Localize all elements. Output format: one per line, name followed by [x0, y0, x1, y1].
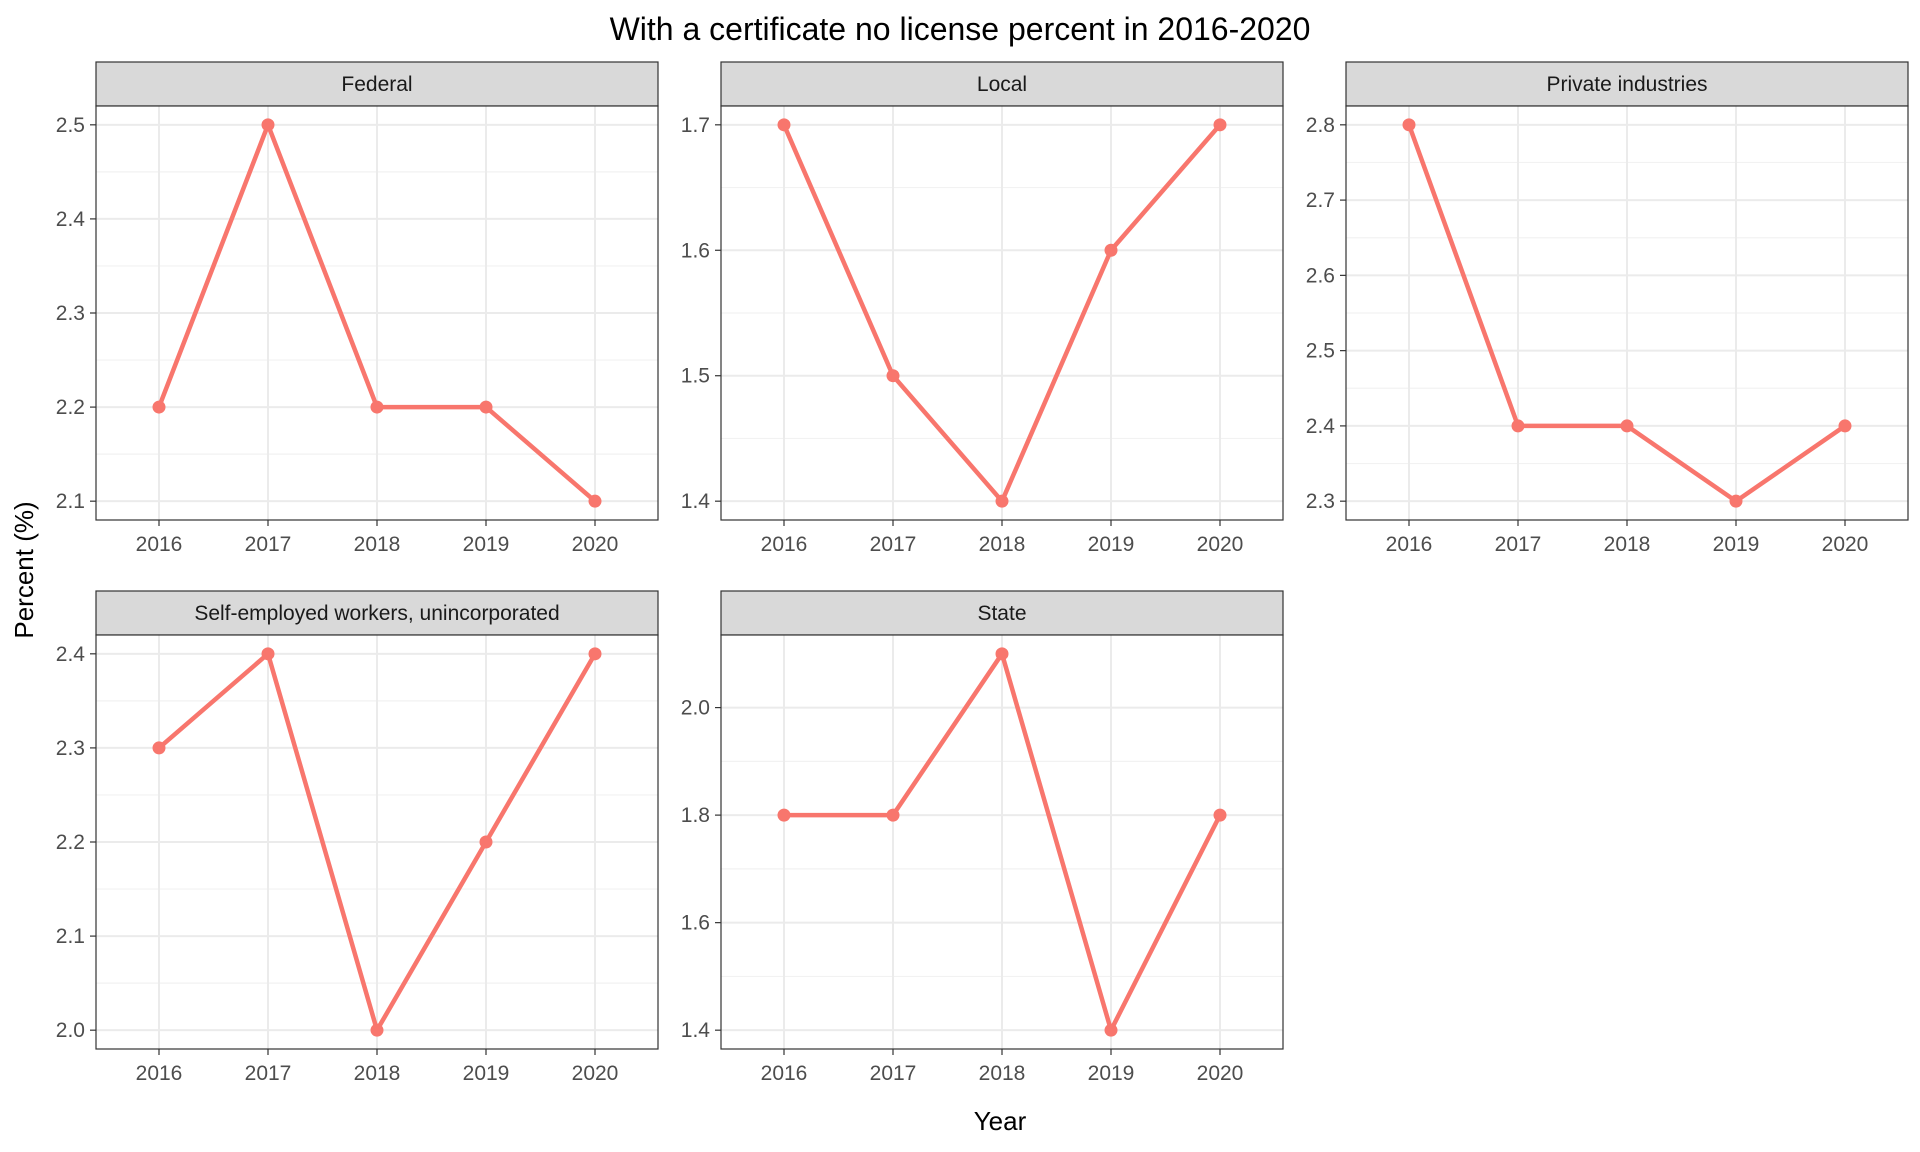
y-tick-label: 2.0 [56, 1019, 85, 1042]
x-tick-label: 2017 [870, 1062, 917, 1085]
x-tick-label: 2020 [572, 1062, 619, 1085]
x-tick-label: 2020 [1197, 1062, 1244, 1085]
data-point [370, 400, 384, 414]
y-tick-label: 2.1 [56, 925, 85, 948]
data-point [1620, 419, 1634, 433]
x-tick-label: 2018 [1604, 533, 1651, 556]
y-tick-label: 2.4 [56, 643, 86, 666]
strip-label: State [977, 602, 1026, 625]
chart-title: With a certificate no license percent in… [610, 11, 1311, 47]
y-tick-label: 1.8 [681, 804, 710, 827]
panel-federal: Federal 2.1 2.2 2.3 2.4 2.5 2016 2017 2018 2019 20… [56, 61, 659, 556]
y-tick-label: 1.6 [681, 912, 710, 935]
data-point [152, 741, 166, 755]
x-tick-label: 2018 [354, 533, 401, 556]
y-tick-label: 1.6 [681, 239, 710, 262]
data-point [886, 369, 900, 383]
y-tick-label: 2.5 [56, 114, 85, 137]
y-tick-label: 1.5 [681, 365, 710, 388]
y-tick-label: 2.4 [56, 208, 86, 231]
strip-background [95, 61, 659, 107]
data-point [1104, 1023, 1118, 1037]
data-point [152, 400, 166, 414]
x-tick-label: 2016 [136, 533, 183, 556]
strip-label: Local [977, 73, 1027, 96]
panel-state: State 1.4 1.6 1.8 2.0 2016 2017 2018 2019 2020 [681, 590, 1284, 1085]
x-tick-label: 2016 [761, 533, 808, 556]
y-tick-label: 2.3 [1306, 490, 1335, 513]
y-tick-label: 2.1 [56, 490, 85, 513]
x-tick-label: 2020 [572, 533, 619, 556]
data-point [995, 647, 1009, 661]
x-tick-label: 2019 [463, 1062, 510, 1085]
x-tick-label: 2016 [1386, 533, 1433, 556]
data-point [370, 1023, 384, 1037]
y-tick-label: 2.2 [56, 831, 85, 854]
x-tick-label: 2016 [136, 1062, 183, 1085]
x-tick-label: 2018 [979, 533, 1026, 556]
data-point [588, 494, 602, 508]
y-tick-label: 2.8 [1306, 114, 1335, 137]
x-tick-label: 2017 [245, 1062, 292, 1085]
strip-background [720, 590, 1284, 636]
x-tick-label: 2019 [1713, 533, 1760, 556]
x-tick-label: 2020 [1822, 533, 1869, 556]
y-tick-label: 2.6 [1306, 264, 1335, 287]
x-tick-label: 2017 [870, 533, 917, 556]
y-tick-label: 1.7 [681, 114, 710, 137]
panel-private-industries: Private industries 2.3 2.4 2.5 2.6 2.7 2.8 2016… [1306, 61, 1909, 556]
y-tick-label: 2.3 [56, 302, 85, 325]
data-point [886, 808, 900, 822]
y-tick-label: 2.5 [1306, 340, 1335, 363]
data-point [479, 400, 493, 414]
data-point [777, 118, 791, 132]
data-point [777, 808, 791, 822]
x-tick-label: 2019 [1088, 1062, 1135, 1085]
x-tick-label: 2018 [979, 1062, 1026, 1085]
strip-label: Self-employed workers, unincorporated [194, 602, 559, 625]
y-tick-label: 2.3 [56, 737, 85, 760]
panel-self-employed-workers-unincorporated: Self-employed workers, unincorporated 2.0… [56, 590, 659, 1085]
y-tick-label: 1.4 [681, 490, 711, 513]
panel-local: Local 1.4 1.5 1.6 1.7 2016 2017 2018 2019 2020 [681, 61, 1284, 556]
strip-background [1345, 61, 1909, 107]
x-tick-label: 2018 [354, 1062, 401, 1085]
x-tick-label: 2019 [463, 533, 510, 556]
strip-label: Private industries [1546, 73, 1707, 96]
y-tick-label: 2.4 [1306, 415, 1336, 438]
data-point [1213, 118, 1227, 132]
x-tick-label: 2016 [761, 1062, 808, 1085]
data-point [1838, 419, 1852, 433]
y-axis-title: Percent (%) [9, 501, 39, 638]
strip-background [95, 590, 659, 636]
data-point [261, 647, 275, 661]
data-point [1511, 419, 1525, 433]
x-tick-label: 2017 [245, 533, 292, 556]
x-axis-title: Year [974, 1106, 1027, 1136]
data-point [1213, 808, 1227, 822]
y-tick-label: 2.7 [1306, 189, 1335, 212]
strip-label: Federal [341, 73, 412, 96]
data-point [479, 835, 493, 849]
facet-panels: Federal 2.1 2.2 2.3 2.4 2.5 2016 2017 2018 2019 20… [56, 61, 1909, 1085]
x-tick-label: 2019 [1088, 533, 1135, 556]
data-point [995, 494, 1009, 508]
y-tick-label: 2.0 [681, 697, 710, 720]
data-point [1729, 494, 1743, 508]
x-tick-label: 2020 [1197, 533, 1244, 556]
data-point [1104, 243, 1118, 257]
data-point [1402, 118, 1416, 132]
data-point [588, 647, 602, 661]
y-tick-label: 1.4 [681, 1019, 711, 1042]
x-tick-label: 2017 [1495, 533, 1542, 556]
y-tick-label: 2.2 [56, 396, 85, 419]
data-point [261, 118, 275, 132]
